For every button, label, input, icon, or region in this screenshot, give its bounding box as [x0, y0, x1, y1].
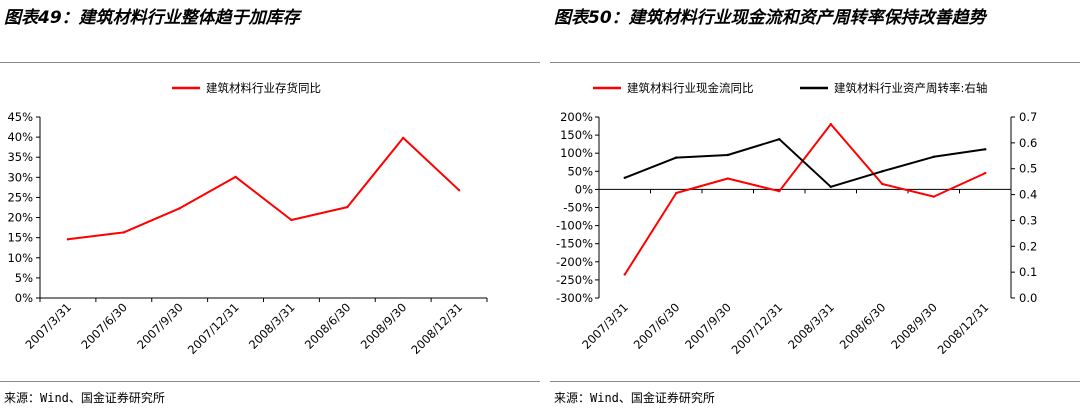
left-data-point	[122, 231, 126, 234]
right-left-y-tick-label: -250%	[556, 273, 593, 287]
right-data-point	[829, 185, 832, 189]
left-y-tick-label: 45%	[7, 110, 33, 124]
right-left-y-tick-label: 0%	[575, 182, 593, 196]
right-x-tick-label: 2007/9/30	[682, 300, 734, 352]
right-right-y-tick-label: 0.3	[1019, 213, 1037, 227]
left-x-tick-label: 2007/9/30	[134, 300, 186, 352]
right-data-point	[829, 123, 832, 126]
right-right-y-tick-label: 0.1	[1019, 265, 1037, 279]
left-legend-label: 建筑材料行业存货同比	[206, 81, 321, 95]
right-data-point	[778, 190, 781, 193]
right-data-point	[932, 155, 935, 159]
right-figure-title: 图表50：建筑材料行业现金流和资产周转率保持改善趋势	[554, 8, 986, 28]
left-y-tick-label: 25%	[7, 190, 33, 204]
left-x-tick-label: 2008/9/30	[358, 300, 410, 352]
right-data-point	[675, 156, 678, 159]
left-x-tick-label: 2007/12/31	[185, 300, 242, 357]
right-left-y-tick-label: 150%	[560, 128, 593, 142]
right-title-rule	[550, 62, 1080, 63]
right-right-y-tick-label: 0.5	[1019, 162, 1037, 176]
right-x-tick-label: 2008/6/30	[837, 300, 889, 352]
left-series-line-inventory-yoy	[67, 136, 460, 241]
right-left-y-tick-label: 50%	[567, 164, 593, 178]
left-title-rule	[0, 62, 540, 63]
right-chart: -300% -250% -200% -150% -100% -50% 0% 50% 100% 15…	[556, 81, 1037, 357]
left-y-tick-label: 30%	[7, 170, 33, 184]
right-left-y-tick-label: 100%	[560, 146, 593, 160]
right-data-point	[675, 191, 678, 195]
left-data-point	[178, 207, 181, 210]
left-source-note: 来源：Wind、国金证券研究所	[4, 391, 165, 405]
right-right-y-tick-label: 0.7	[1019, 110, 1037, 124]
right-left-y-tick-label: -50%	[563, 201, 593, 215]
left-y-tick-label: 0%	[15, 291, 33, 305]
right-data-point	[726, 177, 729, 180]
left-y-tick-label: 35%	[7, 150, 33, 164]
right-x-tick-label: 2008/3/31	[785, 300, 837, 352]
right-series-line-cash-flow-yoy	[623, 123, 986, 276]
right-x-tick-label: 2007/3/31	[579, 300, 631, 352]
left-x-tick-label: 2008/12/31	[408, 300, 465, 357]
left-figure-panel: 图表49：建筑材料行业整体趋于加库存 0% 5% 10% 15% 20% 25% 30% 35…	[0, 8, 540, 405]
right-data-point	[932, 195, 935, 198]
right-left-y-tick-label: -200%	[556, 255, 593, 269]
right-figure-panel: 图表50：建筑材料行业现金流和资产周转率保持改善趋势 -300% -250% -20…	[550, 0, 1080, 411]
left-y-tick-label: 40%	[7, 130, 33, 144]
right-left-y-tick-label: -300%	[556, 291, 593, 305]
left-chart: 0%5%10%15%20%25%30%35%40%45%2007/3/31 200…	[7, 81, 488, 357]
right-x-tick-label: 2008/12/31	[935, 300, 992, 357]
right-legend-label: 建筑材料行业资产周转率:右轴	[834, 81, 987, 95]
left-data-point	[234, 175, 237, 179]
left-y-tick-label: 10%	[7, 251, 33, 265]
right-left-y-tick-label: -150%	[556, 237, 593, 251]
right-series-line-asset-turnover	[624, 138, 986, 188]
right-source-rule	[550, 381, 1080, 382]
right-data-point	[984, 148, 987, 151]
right-right-y-tick-label: 0.4	[1019, 188, 1037, 202]
left-data-point	[401, 136, 405, 140]
right-left-y-tick-label: 200%	[560, 110, 593, 124]
right-x-tick-label: 2007/6/30	[631, 300, 683, 352]
right-data-point	[984, 171, 987, 175]
right-right-y-tick-label: 0.6	[1019, 136, 1037, 150]
right-data-point	[778, 138, 781, 141]
right-left-y-tick-label: -100%	[556, 219, 593, 233]
right-data-point	[881, 182, 884, 186]
right-data-point	[623, 176, 626, 179]
left-y-tick-label: 15%	[7, 231, 33, 245]
right-right-y-tick-label: 0.2	[1019, 239, 1037, 253]
left-data-point	[346, 205, 349, 209]
right-x-tick-label: 2007/12/31	[729, 300, 786, 357]
left-x-tick-label: 2007/3/31	[22, 300, 74, 352]
right-data-point	[881, 170, 884, 173]
left-x-tick-label: 2008/6/30	[302, 300, 354, 352]
right-source-note: 来源：Wind、国金证券研究所	[554, 391, 715, 405]
left-data-point	[457, 189, 461, 192]
right-data-point	[623, 273, 626, 276]
left-data-point	[290, 218, 293, 222]
left-figure-title: 图表49：建筑材料行业整体趋于加库存	[4, 8, 300, 28]
left-x-tick-label: 2008/3/31	[246, 300, 298, 352]
right-x-tick-label: 2008/9/30	[888, 300, 940, 352]
right-data-point	[726, 153, 729, 157]
left-x-tick-label: 2007/6/30	[78, 300, 130, 352]
right-right-y-tick-label: 0.0	[1019, 291, 1037, 305]
left-y-tick-label: 5%	[15, 271, 33, 285]
left-data-point	[66, 238, 70, 241]
left-source-rule	[0, 381, 540, 382]
right-legend-label: 建筑材料行业现金流同比	[627, 81, 754, 95]
left-y-tick-label: 20%	[7, 211, 33, 225]
